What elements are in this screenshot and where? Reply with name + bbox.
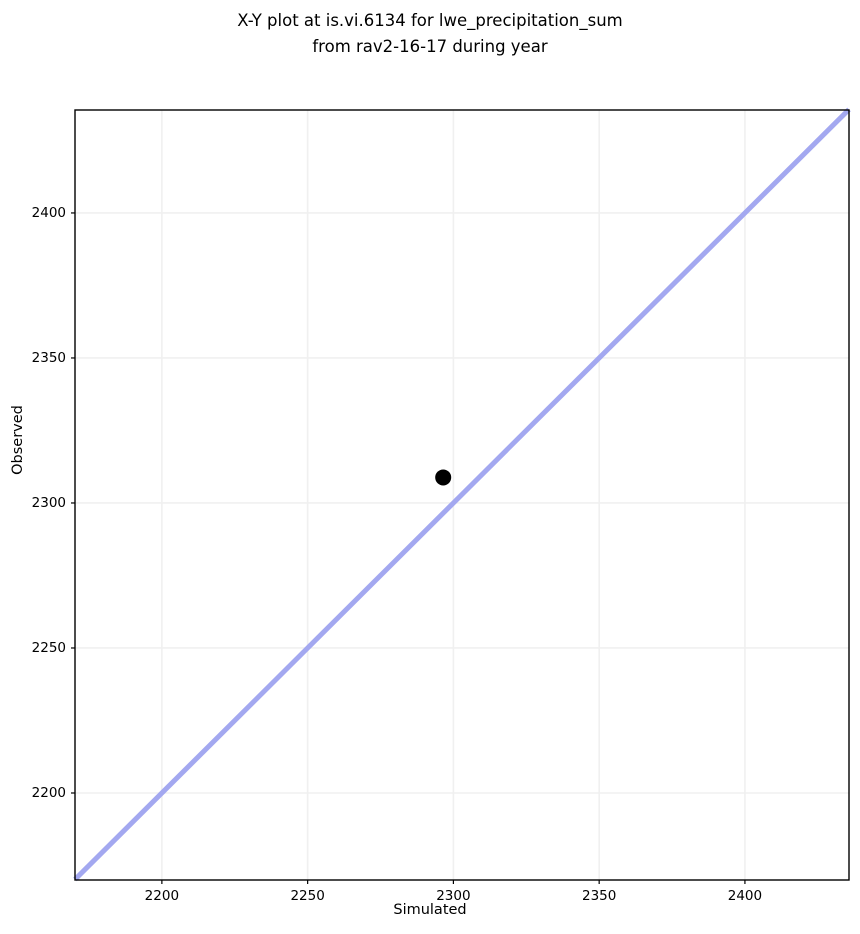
y-tick-label: 2200 <box>31 784 66 801</box>
x-tick-label: 2200 <box>144 888 180 904</box>
x-axis-label: Simulated <box>393 902 467 918</box>
chart-title: X-Y plot at is.vi.6134 for lwe_precipita… <box>237 11 623 56</box>
tickmarks-y <box>71 212 75 794</box>
one-to-one-line-path <box>73 107 851 882</box>
y-tick-label: 2400 <box>31 204 66 221</box>
y-axis-label: Observed <box>10 405 26 475</box>
axes-frame <box>74 109 850 881</box>
y-tick-label: 2300 <box>31 494 66 511</box>
x-tick-label: 2400 <box>727 888 763 904</box>
gridlines-horizontal <box>75 212 849 794</box>
x-tick-label: 2250 <box>290 888 325 904</box>
gridlines-vertical <box>161 110 746 880</box>
scatter-points[interactable] <box>435 469 452 486</box>
y-tick-label: 2250 <box>31 639 66 656</box>
scatter-point[interactable] <box>435 469 452 486</box>
one-to-one-line <box>73 107 851 882</box>
x-tick-label: 2300 <box>436 888 471 904</box>
tickmarks-x <box>161 880 746 884</box>
x-tick-label: 2350 <box>581 888 617 904</box>
y-tick-label: 2350 <box>31 349 66 366</box>
